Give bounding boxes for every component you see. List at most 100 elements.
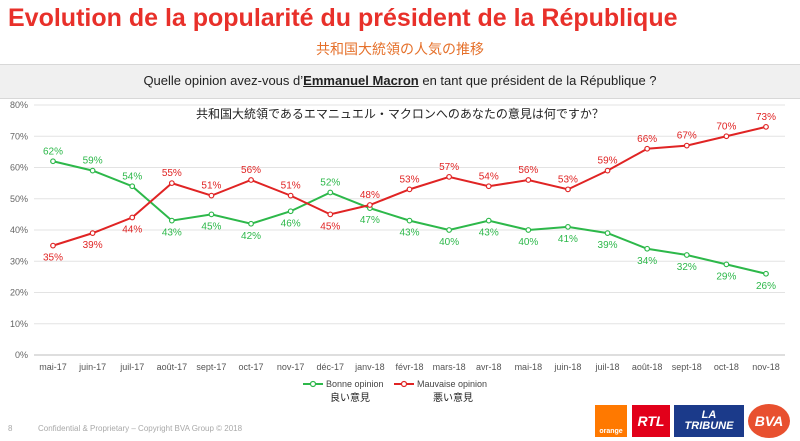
data-point: [248, 177, 254, 183]
data-label: 29%: [716, 271, 736, 282]
legend-bonne-label: Bonne opinion: [326, 379, 384, 389]
question-text: Quelle opinion avez-vous d’Emmanuel Macr…: [0, 73, 800, 88]
legend-mauvaise-subtitle: 悪い意見: [433, 391, 473, 404]
x-tick-label: août-17: [157, 362, 188, 372]
data-label: 44%: [122, 225, 142, 236]
legend-bonne-subtitle: 良い意見: [330, 391, 370, 404]
x-tick-label: mars-18: [433, 362, 466, 372]
data-point: [129, 183, 136, 190]
confidential-notice: Confidential & Proprietary – Copyright B…: [38, 424, 243, 433]
y-tick-label: 70%: [10, 131, 28, 141]
data-point: [485, 183, 492, 190]
data-label: 43%: [399, 228, 419, 239]
bva-logo: BVA: [748, 404, 790, 438]
data-label: 73%: [756, 112, 776, 123]
y-tick-label: 30%: [10, 256, 28, 266]
data-point: [208, 192, 215, 199]
chart-legend: Bonne opinion 良い意見 Mauvaise opinion 悪い意見: [303, 379, 487, 404]
data-point: [287, 192, 294, 199]
question-name: Emmanuel Macron: [303, 73, 419, 88]
x-tick-label: sept-18: [672, 362, 702, 372]
y-tick-label: 40%: [10, 225, 28, 235]
data-point: [446, 173, 453, 180]
data-point: [446, 227, 453, 233]
data-point: [525, 177, 532, 183]
data-label: 47%: [360, 215, 380, 226]
data-label: 55%: [162, 168, 182, 179]
x-tick-label: avr-18: [476, 362, 502, 372]
data-point: [248, 220, 254, 227]
x-tick-label: nov-18: [752, 362, 780, 372]
x-tick-label: juil-17: [119, 362, 144, 372]
x-tick-label: oct-18: [714, 362, 739, 372]
data-point: [168, 180, 175, 187]
x-tick-label: mai-18: [515, 362, 543, 372]
data-label: 56%: [241, 165, 261, 176]
x-tick-label: août-18: [632, 362, 663, 372]
data-label: 70%: [716, 121, 736, 132]
data-label: 41%: [558, 234, 578, 245]
data-label: 54%: [479, 171, 499, 182]
legend-mauvaise-marker: [400, 380, 408, 388]
data-point: [604, 167, 611, 174]
data-label: 45%: [201, 221, 221, 232]
data-label: 51%: [201, 181, 221, 192]
chart-title: 共和国大統領であるエマニュエル・マクロンへのあなたの意見は何ですか？: [196, 106, 604, 121]
question-after: en tant que président de la République ?: [418, 73, 657, 88]
chart-x-ticks: mai-17 juin-17 juil-17 août-17 sept-17 oct-17…: [39, 362, 780, 372]
data-label: 67%: [677, 131, 697, 142]
data-point: [50, 158, 56, 165]
data-label: 26%: [756, 281, 776, 292]
data-label: 35%: [43, 253, 63, 264]
la-tribune-line2: TRIBUNE: [684, 420, 734, 432]
question-before: Quelle opinion avez-vous d’: [143, 73, 304, 88]
data-label: 43%: [479, 228, 499, 239]
data-point: [406, 217, 413, 224]
x-tick-label: mai-17: [39, 362, 67, 372]
data-point: [565, 186, 571, 193]
data-point: [565, 223, 571, 230]
legend-bonne-marker: [309, 380, 317, 388]
data-point: [50, 242, 56, 249]
data-label: 40%: [439, 237, 459, 248]
data-point: [168, 217, 175, 224]
data-point: [327, 189, 334, 196]
data-label: 53%: [558, 174, 578, 185]
data-point: [485, 217, 492, 224]
data-point: [763, 123, 769, 130]
x-tick-label: juin-17: [78, 362, 106, 372]
data-point: [683, 252, 690, 258]
page-title: Evolution de la popularité du président …: [8, 4, 678, 32]
data-point: [89, 167, 96, 174]
legend-mauvaise-label: Mauvaise opinion: [417, 379, 487, 389]
la-tribune-line1: LA: [701, 409, 717, 421]
data-point: [208, 211, 215, 218]
data-label: 43%: [162, 228, 182, 239]
data-label: 39%: [598, 240, 618, 251]
question-bar: Quelle opinion avez-vous d’Emmanuel Macr…: [0, 64, 800, 99]
data-label: 59%: [598, 156, 618, 167]
data-point: [89, 230, 96, 237]
data-label: 53%: [399, 174, 419, 185]
data-label: 59%: [83, 156, 103, 167]
x-tick-label: févr-18: [395, 362, 423, 372]
data-point: [723, 133, 730, 140]
data-label: 48%: [360, 190, 380, 201]
data-label: 52%: [320, 178, 340, 189]
la-tribune-logo: LA TRIBUNE: [674, 405, 744, 437]
x-tick-label: juin-18: [553, 362, 581, 372]
data-label: 51%: [281, 181, 301, 192]
data-label: 39%: [83, 240, 103, 251]
y-tick-label: 20%: [10, 288, 28, 298]
x-tick-label: nov-17: [277, 362, 305, 372]
data-point: [763, 270, 769, 277]
y-tick-label: 50%: [10, 194, 28, 204]
data-label: 46%: [281, 218, 301, 229]
data-point: [723, 261, 730, 268]
data-label: 66%: [637, 134, 657, 145]
x-tick-label: sept-17: [196, 362, 226, 372]
orange-logo: orange: [595, 405, 627, 437]
data-label: 40%: [518, 237, 538, 248]
x-tick-label: janv-18: [354, 362, 385, 372]
x-tick-label: juil-18: [595, 362, 620, 372]
